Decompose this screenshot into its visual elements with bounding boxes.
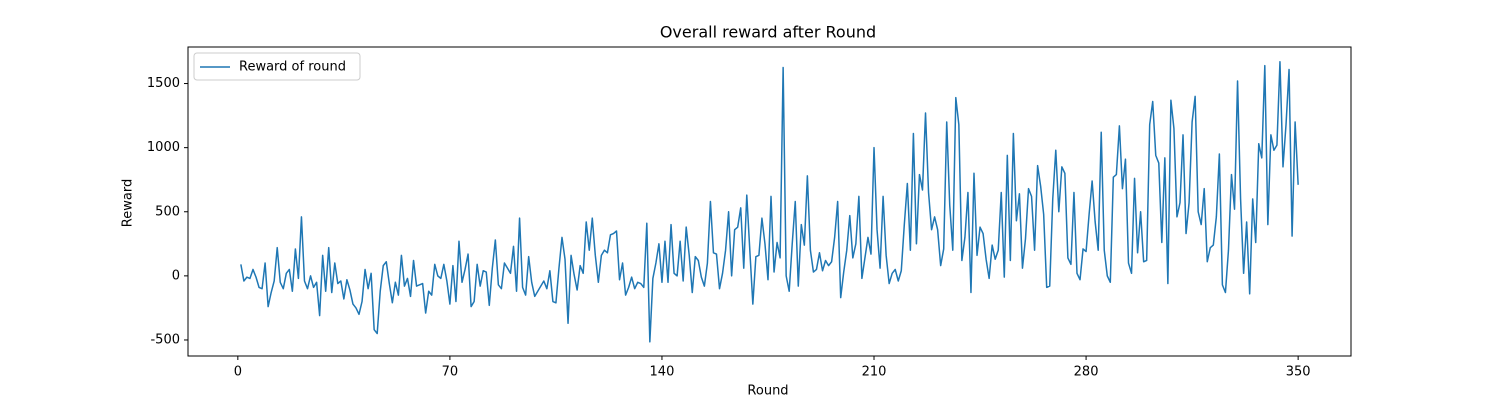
legend-label: Reward of round bbox=[239, 60, 346, 75]
y-tick-label: 500 bbox=[155, 204, 180, 219]
y-tick-label: 1500 bbox=[147, 76, 180, 91]
x-tick-label: 140 bbox=[650, 365, 675, 380]
chart-title: Overall reward after Round bbox=[660, 23, 876, 42]
y-axis-label: Reward bbox=[121, 179, 136, 227]
data-line bbox=[240, 60, 1299, 343]
x-tick-label: 0 bbox=[234, 365, 242, 380]
x-tick-label: 350 bbox=[1286, 365, 1311, 380]
y-tick-label: 0 bbox=[172, 268, 180, 283]
y-tick-label: 1000 bbox=[147, 140, 180, 155]
x-tick-label: 70 bbox=[442, 365, 459, 380]
legend-box bbox=[193, 52, 361, 81]
x-axis-label: Round bbox=[747, 384, 788, 399]
y-tick-label: -500 bbox=[150, 332, 180, 347]
plot-frame bbox=[187, 46, 1352, 357]
x-tick-label: 280 bbox=[1074, 365, 1099, 380]
x-tick-label: 210 bbox=[862, 365, 887, 380]
